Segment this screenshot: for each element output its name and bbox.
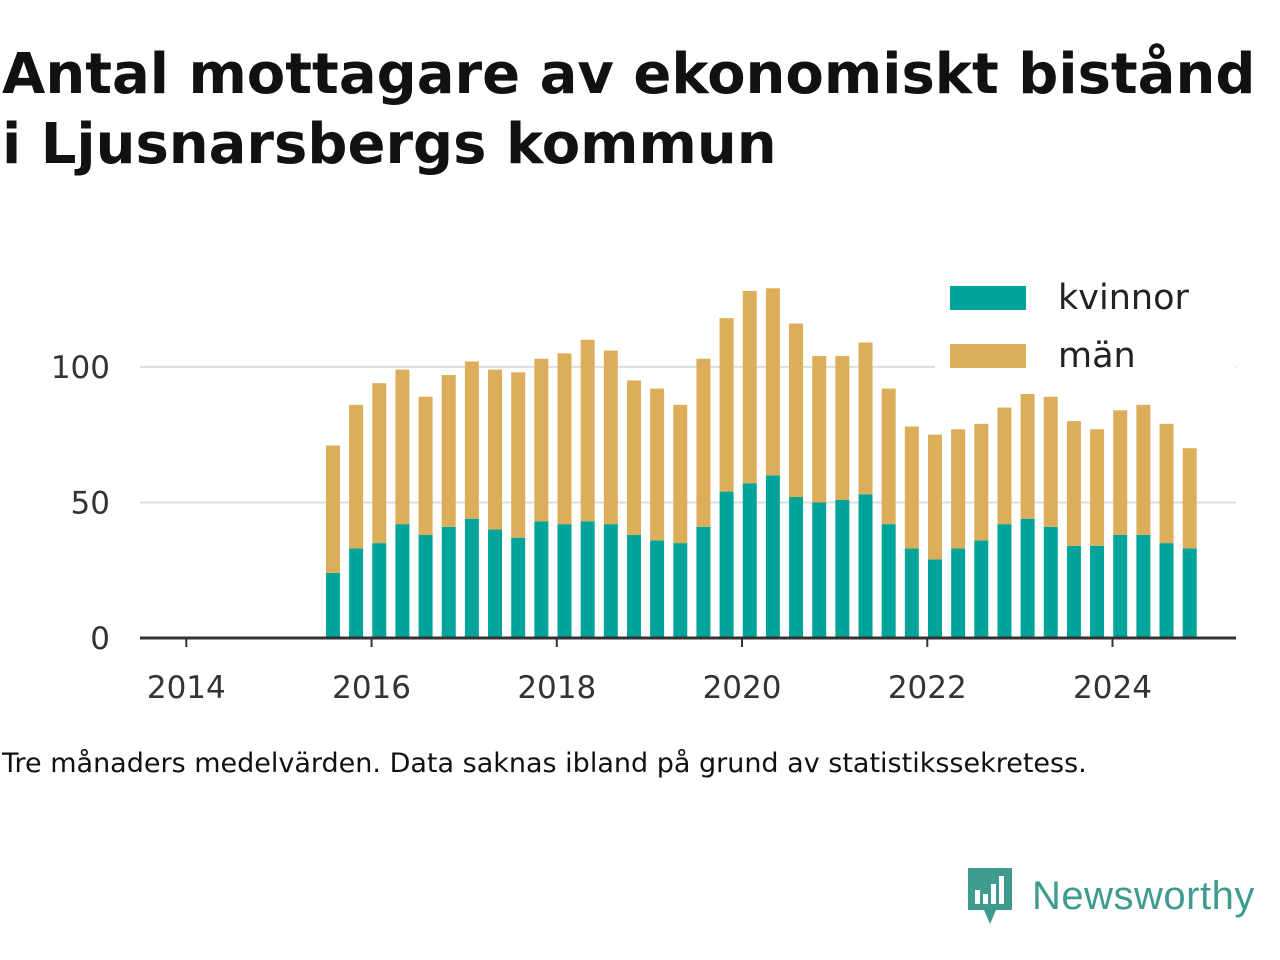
bar-kvinnor (765, 475, 780, 638)
bar-man (927, 434, 942, 560)
bar-man (789, 323, 804, 498)
bar-man (696, 358, 711, 527)
brand[interactable]: Newsworthy (966, 865, 1255, 927)
bar-kvinnor (626, 534, 641, 638)
bar-kvinnor (951, 548, 966, 638)
bar-man (881, 388, 896, 525)
bar-kvinnor (997, 524, 1012, 638)
bar-kvinnor (881, 524, 896, 638)
bar-kvinnor (1136, 534, 1151, 638)
bar-man (464, 361, 479, 519)
bar-man (511, 372, 526, 538)
bar-kvinnor (372, 543, 387, 638)
bar-man (580, 339, 595, 522)
bar-kvinnor (650, 540, 665, 638)
legend-label-man: män (1058, 336, 1136, 376)
bar-kvinnor (858, 494, 873, 638)
bar-man (626, 380, 641, 535)
y-tick-label: 100 (51, 350, 110, 386)
bar-man (1136, 404, 1151, 535)
bar-man (951, 429, 966, 549)
bar-man (1020, 394, 1035, 519)
bar-kvinnor (464, 518, 479, 638)
bar-kvinnor (488, 529, 503, 638)
bar-kvinnor (511, 537, 526, 638)
bar-man (488, 369, 503, 530)
legend-swatch-man (950, 344, 1026, 368)
bar-man (603, 350, 618, 525)
legend-swatch-kvinnor (950, 286, 1026, 310)
bar-man (650, 388, 665, 541)
bar-kvinnor (1043, 526, 1058, 638)
bar-man (1159, 423, 1174, 544)
x-tick-label: 2024 (1073, 670, 1152, 706)
bar-kvinnor (1159, 543, 1174, 638)
bar-kvinnor (603, 524, 618, 638)
bar-kvinnor (1113, 534, 1128, 638)
bar-kvinnor (1182, 548, 1197, 638)
bar-man (1043, 396, 1058, 527)
bar-kvinnor (580, 521, 595, 638)
stacked-bar-chart: 0 50 100 kvinnor män 2014 2016 2018 2020 2022 2024 (51, 278, 1236, 706)
bar-man (441, 375, 456, 527)
bar-man (904, 426, 919, 549)
bar-man (395, 369, 410, 525)
brand-name: Newsworthy (1032, 873, 1255, 918)
bar-kvinnor (719, 491, 734, 638)
bar-man (719, 318, 734, 492)
bar-kvinnor (835, 499, 850, 638)
bar-man (974, 423, 989, 541)
bar-man (997, 407, 1012, 525)
bar-man (673, 404, 688, 544)
y-tick-label: 0 (90, 621, 110, 657)
bar-kvinnor (557, 524, 572, 638)
bar-kvinnor (534, 521, 549, 638)
bar-man (1113, 410, 1128, 535)
bar-man (418, 396, 433, 535)
x-tick-label: 2018 (517, 670, 596, 706)
bar-man (812, 356, 827, 503)
bar-man (557, 353, 572, 525)
bar-kvinnor (789, 497, 804, 638)
bar-kvinnor (1090, 545, 1105, 638)
bar-man (372, 383, 387, 544)
bar-kvinnor (349, 548, 364, 638)
bar-kvinnor (325, 572, 340, 638)
bar-man (858, 342, 873, 495)
bar-kvinnor (696, 526, 711, 638)
bar-kvinnor (418, 534, 433, 638)
y-tick-label: 50 (71, 485, 110, 521)
bar-man (742, 290, 757, 484)
x-tick-label: 2020 (703, 670, 782, 706)
bar-man (1090, 429, 1105, 546)
bar-man (534, 358, 549, 522)
legend-label-kvinnor: kvinnor (1058, 278, 1189, 318)
bar-man (349, 404, 364, 549)
bar-kvinnor (904, 548, 919, 638)
bar-man (835, 356, 850, 500)
bar-man (325, 445, 340, 573)
x-tick-label: 2016 (332, 670, 411, 706)
bar-kvinnor (441, 526, 456, 638)
x-tick-label: 2014 (147, 670, 226, 706)
bar-kvinnor (974, 540, 989, 638)
chart-caption: Tre månaders medelvärden. Data saknas ib… (2, 748, 1087, 779)
bar-kvinnor (673, 543, 688, 638)
bar-kvinnor (1020, 518, 1035, 638)
chart-title: Antal mottagare av ekonomiskt bistånd i … (2, 42, 1256, 177)
bar-kvinnor (812, 502, 827, 638)
bar-man (765, 288, 780, 476)
bar-kvinnor (742, 483, 757, 638)
bar-man (1066, 421, 1081, 546)
bar-kvinnor (927, 559, 942, 638)
bar-man (1182, 448, 1197, 549)
bar-kvinnor (395, 524, 410, 638)
newsworthy-logo-icon (968, 868, 1012, 924)
x-tick-label: 2022 (888, 670, 967, 706)
bar-kvinnor (1066, 545, 1081, 638)
